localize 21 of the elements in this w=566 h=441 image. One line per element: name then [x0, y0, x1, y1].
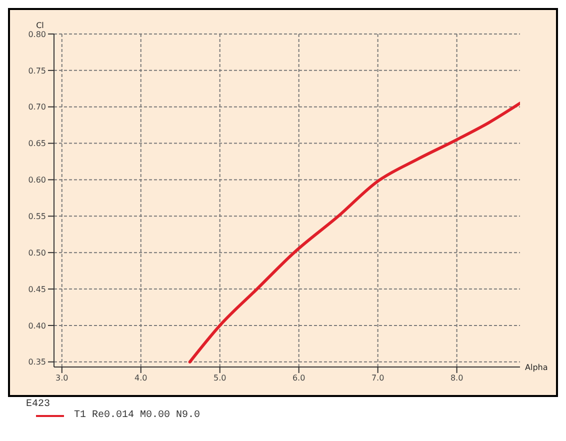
line-series: [188, 102, 520, 364]
x-tick-label: 6.0: [292, 374, 306, 383]
x-tick-label: 5.0: [213, 374, 226, 383]
legend-title: E423: [26, 399, 52, 410]
y-tick-label: 0.55: [28, 212, 46, 222]
x-tick-label: 4.0: [134, 374, 148, 383]
y-tick-label: 0.65: [28, 139, 46, 148]
y-tick-label: 0.40: [28, 321, 46, 330]
x-tick-label: 7.0: [371, 374, 384, 383]
y-tick-label: 0.75: [28, 66, 46, 76]
y-tick-label: 0.45: [28, 284, 46, 294]
y-tick-label: 0.50: [28, 248, 46, 258]
y-tick-label: 0.80: [28, 30, 46, 39]
y-axis-title: Cl: [36, 21, 44, 30]
legend-label: T1 Re0.014 M0.00 N9.0: [74, 410, 200, 421]
x-tick-label: 8.0: [450, 374, 464, 383]
x-tick-label: 3.0: [56, 374, 68, 383]
y-tick-label: 0.35: [28, 358, 46, 367]
y-tick-label: 0.60: [28, 176, 46, 185]
y-tick-label: 0.70: [28, 102, 46, 112]
x-axis-title: Alpha: [525, 362, 548, 372]
